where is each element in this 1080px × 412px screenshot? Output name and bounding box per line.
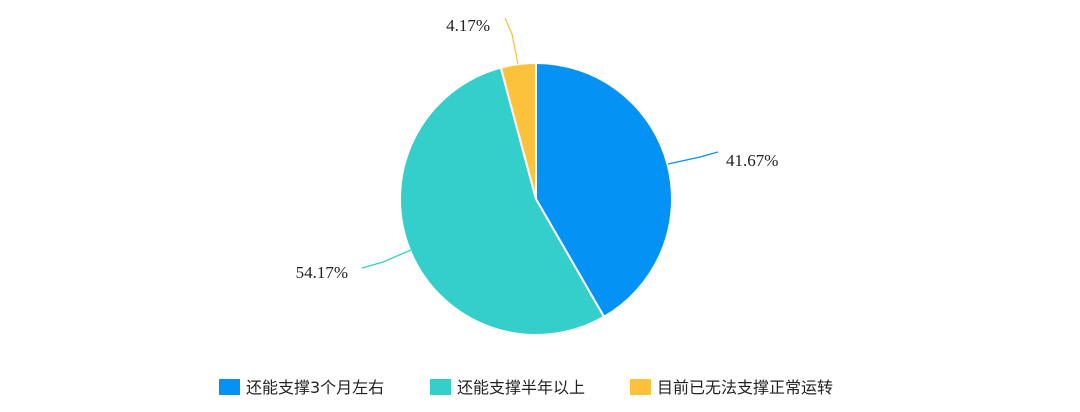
leader-line-3 <box>504 17 519 65</box>
legend: 还能支撑3个月左右 还能支撑半年以上 目前已无法支撑正常运转 <box>219 378 833 397</box>
legend-swatch-1 <box>219 379 240 395</box>
legend-swatch-2 <box>430 379 451 395</box>
leader-line-2 <box>361 249 412 269</box>
data-label-1: 41.67% <box>726 151 778 170</box>
pie-slice-1 <box>535 61 673 319</box>
legend-label-1: 还能支撑3个月左右 <box>246 378 384 397</box>
slice-labels: 41.67% 54.17% 4.17% <box>296 16 779 282</box>
pie-slice-3 <box>499 61 537 200</box>
legend-swatch-3 <box>630 379 651 395</box>
data-label-2: 54.17% <box>296 263 348 282</box>
legend-label-2: 还能支撑半年以上 <box>457 378 585 397</box>
leader-lines <box>361 17 719 269</box>
pie-slice-2 <box>399 66 606 336</box>
pie-slices <box>399 61 673 336</box>
legend-label-3: 目前已无法支撑正常运转 <box>657 378 833 397</box>
leader-line-1 <box>667 151 719 165</box>
data-label-3: 4.17% <box>446 16 490 35</box>
